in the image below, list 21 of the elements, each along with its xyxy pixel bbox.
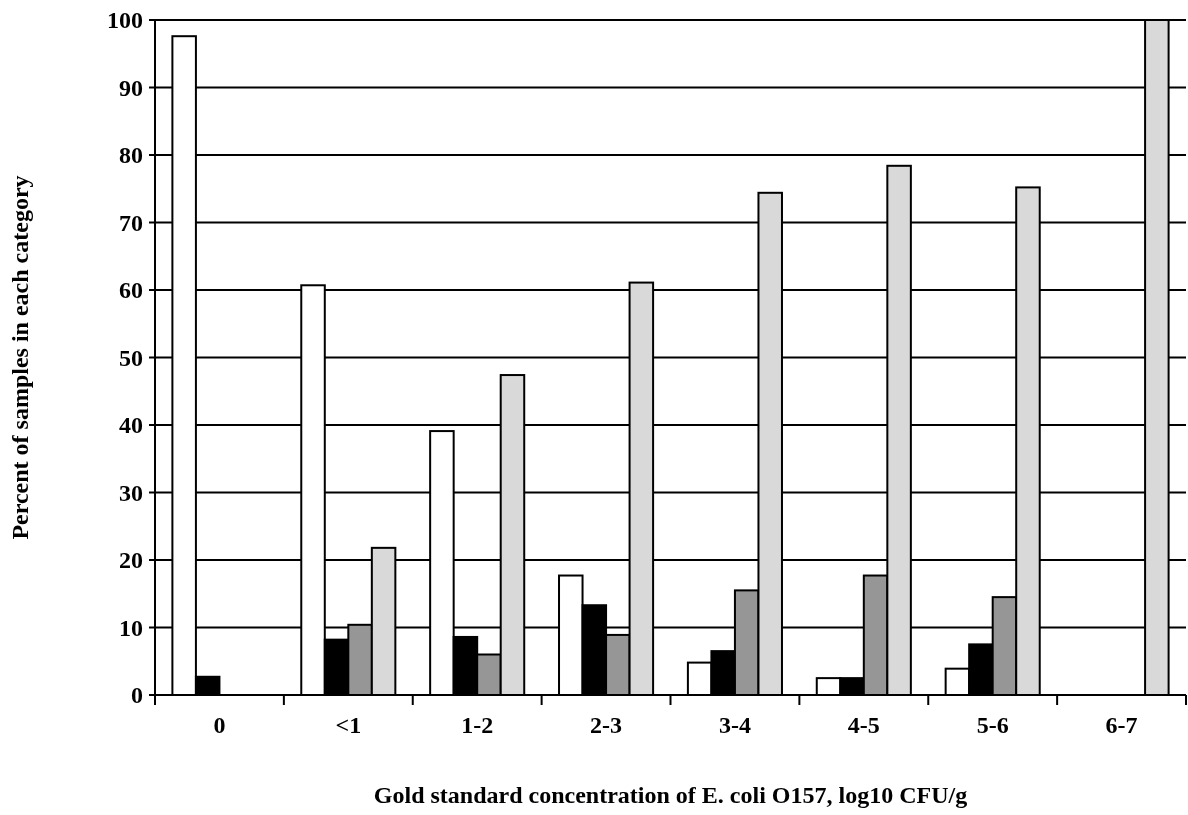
y-tick-label: 70	[119, 209, 143, 236]
y-tick-label: 40	[119, 412, 143, 439]
y-tick-label: 0	[131, 682, 143, 709]
x-tick-label: 4-5	[847, 712, 880, 738]
y-tick-label: 30	[119, 479, 143, 506]
x-tick-label: 6-7	[1105, 712, 1138, 738]
x-tick-label: 0	[213, 712, 226, 738]
x-tick-label: <1	[335, 712, 362, 738]
y-tick-label: 90	[119, 74, 143, 101]
y-tick-label: 80	[119, 142, 143, 169]
y-tick-label: 10	[119, 614, 143, 641]
y-tick-label: 60	[119, 277, 143, 304]
y-tick-label: 100	[107, 7, 143, 34]
x-tick-label: 5-6	[976, 712, 1009, 738]
x-axis-title: Gold standard concentration of E. coli O157, log10 CFU/g	[373, 782, 968, 808]
x-tick-label: 1-2	[461, 712, 494, 738]
y-tick-label: 50	[119, 344, 143, 371]
x-tick-label: 3-4	[718, 712, 751, 738]
y-axis-title: Percent of samples in each category	[7, 175, 33, 540]
x-tick-label: 2-3	[590, 712, 623, 738]
y-tick-label: 20	[119, 547, 143, 574]
